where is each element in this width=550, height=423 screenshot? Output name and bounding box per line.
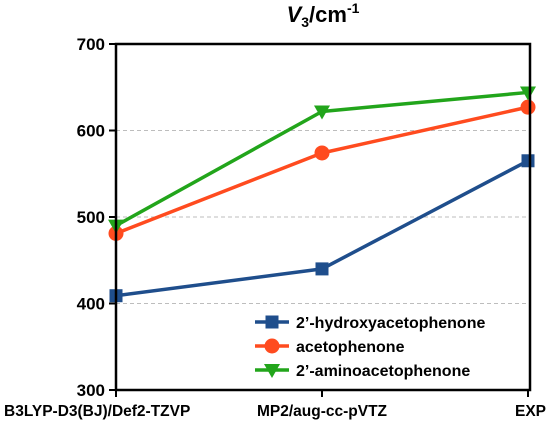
- y-tick-label: 400: [77, 295, 105, 314]
- legend-label: 2’-aminoacetophenone: [296, 363, 470, 380]
- legend-item: acetophenone: [255, 338, 405, 356]
- data-point: [520, 99, 536, 115]
- title-superscript: -1: [347, 0, 360, 16]
- data-point: [521, 154, 535, 168]
- title-symbol: V: [287, 2, 304, 27]
- data-point: [315, 262, 329, 276]
- series-line: [115, 159, 529, 298]
- data-point: [314, 105, 330, 120]
- x-tick-label: B3LYP-D3(BJ)/Def2-TZVP: [4, 403, 190, 420]
- series-group: [108, 86, 536, 303]
- series: [108, 99, 536, 241]
- series-line: [115, 105, 529, 236]
- legend: 2’-hydroxyacetophenone acetophenone 2’-ami…: [255, 315, 485, 380]
- data-point: [314, 145, 330, 161]
- title-subscript: 3: [301, 14, 309, 30]
- y-tick-label: 600: [77, 122, 105, 141]
- x-tick-label: MP2/aug-cc-pVTZ: [257, 403, 388, 420]
- y-tick-label: 500: [77, 208, 105, 227]
- series: [109, 154, 535, 303]
- legend-marker: [264, 338, 280, 354]
- legend-item: 2’-aminoacetophenone: [255, 363, 470, 380]
- legend-label: acetophenone: [296, 339, 405, 356]
- y-tick-label: 700: [77, 35, 105, 54]
- gridlines: [116, 130, 530, 304]
- y-tick-label: 300: [77, 381, 105, 400]
- legend-marker: [264, 364, 280, 378]
- data-point: [520, 86, 536, 101]
- chart-title: V3/cm-1: [287, 0, 360, 30]
- axes: 300 400 500 600 700 B3LYP-D3(BJ)/Def2-TZVP MP2…: [4, 35, 546, 420]
- x-tick-label: EXP: [515, 403, 546, 420]
- legend-item: 2’-hydroxyacetophenone: [255, 315, 485, 332]
- legend-label: 2’-hydroxyacetophenone: [296, 315, 485, 332]
- legend-marker: [265, 315, 279, 329]
- series: [108, 86, 536, 234]
- title-unit: /cm: [309, 2, 347, 27]
